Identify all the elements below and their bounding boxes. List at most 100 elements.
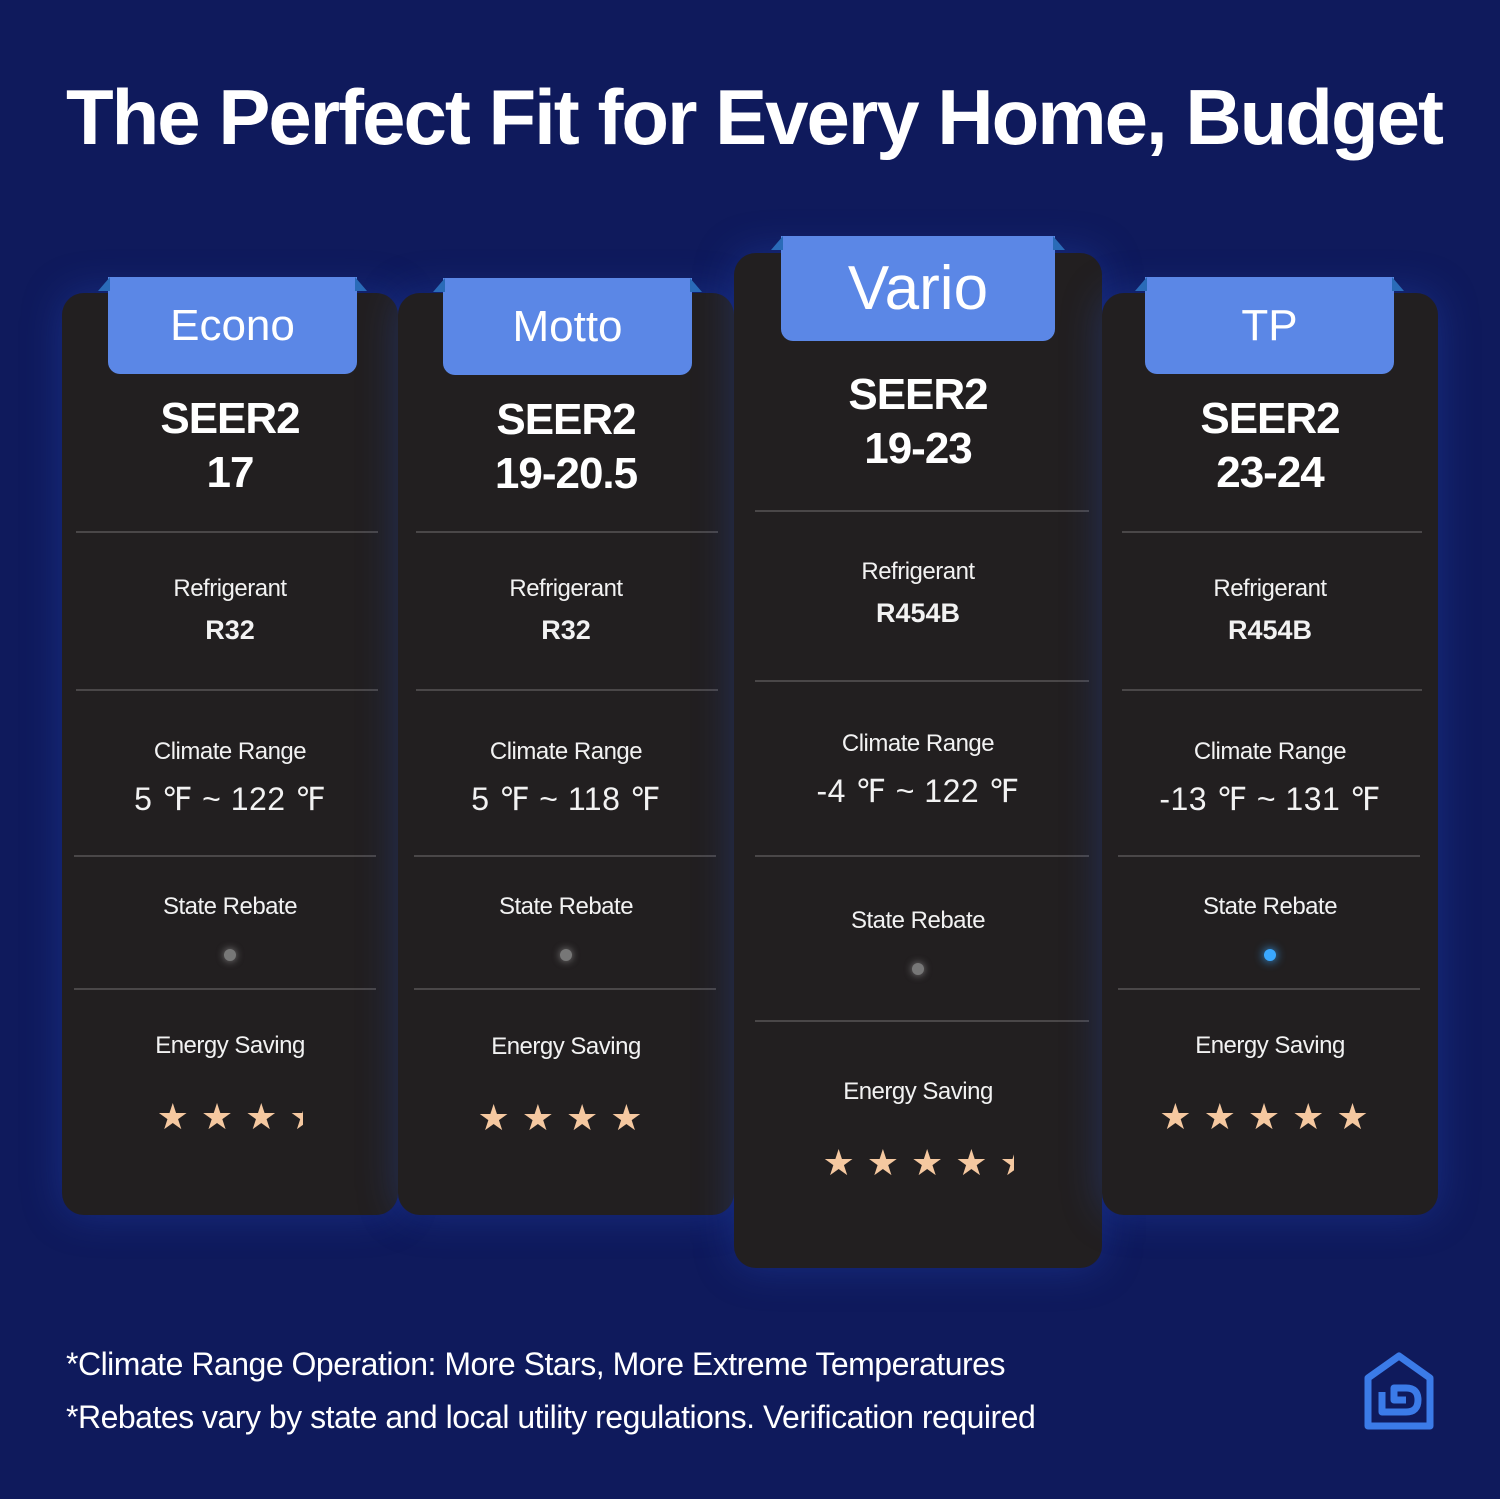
rebate-indicator-wrap bbox=[734, 935, 1102, 980]
row-divider bbox=[414, 988, 716, 990]
refrigerant-value: R32 bbox=[541, 615, 591, 645]
energy-saving-label: Energy Saving bbox=[491, 1033, 641, 1060]
rebate-available-dot bbox=[1264, 949, 1276, 961]
energy-saving-label: Energy Saving bbox=[1195, 1032, 1345, 1059]
climate-range-label: Climate Range bbox=[841, 730, 995, 757]
star-icon: ★ bbox=[866, 1142, 911, 1183]
star-icon: ★ bbox=[156, 1096, 201, 1137]
climate-range-label: Climate Range bbox=[153, 738, 307, 765]
state-rebate-cell: State Rebate bbox=[734, 907, 1102, 980]
state-rebate-label: State Rebate bbox=[498, 893, 634, 920]
star-icon: ★ bbox=[822, 1142, 867, 1183]
energy-saving-cell: Energy Saving ★★★★ bbox=[398, 1033, 734, 1139]
seer2-rating: SEER2 19-20.5 bbox=[398, 393, 734, 500]
star-icon: ★ bbox=[1292, 1096, 1337, 1137]
star-icon: ★ bbox=[911, 1142, 956, 1183]
rebate-indicator-wrap bbox=[1102, 921, 1438, 966]
refrigerant-label: Refrigerant bbox=[509, 575, 623, 602]
half-star-icon: ★ bbox=[1000, 1142, 1014, 1184]
climate-range-cell: Climate Range 5 ℉ ~ 122 ℉ bbox=[62, 738, 398, 818]
energy-star-rating: ★★★★★ bbox=[734, 1142, 1102, 1184]
row-divider bbox=[755, 855, 1089, 857]
row-divider bbox=[1118, 988, 1420, 990]
refrigerant-cell: Refrigerant R454B bbox=[734, 558, 1102, 629]
energy-saving-cell: Energy Saving★★★★★ bbox=[1102, 1032, 1438, 1138]
climate-range-cell: Climate Range -13 ℉ ~ 131 ℉ bbox=[1102, 738, 1438, 818]
seer2-label: SEER2 bbox=[848, 370, 988, 419]
product-name-tab: Motto bbox=[443, 278, 692, 375]
product-card-econo bbox=[62, 293, 398, 1215]
refrigerant-value: R454B bbox=[1227, 615, 1313, 645]
seer2-value: 23-24 bbox=[1216, 447, 1325, 497]
product-name-tab: Vario bbox=[781, 236, 1055, 341]
row-divider bbox=[74, 988, 376, 990]
seer2-label: SEER2 bbox=[496, 395, 636, 444]
row-divider bbox=[1122, 689, 1422, 691]
star-icon: ★ bbox=[1159, 1096, 1204, 1137]
half-star-icon: ★ bbox=[289, 1096, 303, 1138]
climate-range-value: 5 ℉ ~ 118 ℉ bbox=[471, 781, 661, 817]
energy-saving-label: Energy Saving bbox=[155, 1032, 305, 1059]
star-icon: ★ bbox=[1203, 1096, 1248, 1137]
star-icon: ★ bbox=[1336, 1096, 1381, 1137]
climate-range-cell: Climate Range -4 ℉ ~ 122 ℉ bbox=[734, 730, 1102, 810]
state-rebate-cell: State Rebate bbox=[1102, 893, 1438, 966]
product-name-tab: Econo bbox=[108, 277, 357, 374]
rebate-unavailable-dot bbox=[912, 963, 924, 975]
rebate-indicator-wrap bbox=[398, 921, 734, 966]
energy-saving-cell: Energy Saving★★★★ bbox=[62, 1032, 398, 1138]
energy-star-rating: ★★★★★ bbox=[1102, 1096, 1438, 1138]
refrigerant-label: Refrigerant bbox=[173, 575, 287, 602]
row-divider bbox=[755, 1020, 1089, 1022]
refrigerant-cell: Refrigerant R454B bbox=[1102, 575, 1438, 646]
page-title: The Perfect Fit for Every Home, Budget bbox=[66, 73, 1444, 161]
refrigerant-label: Refrigerant bbox=[861, 558, 975, 585]
climate-range-label: Climate Range bbox=[489, 738, 643, 765]
seer2-value: 19-20.5 bbox=[494, 448, 638, 498]
refrigerant-value: R32 bbox=[205, 615, 255, 645]
house-logo-icon bbox=[1364, 1352, 1434, 1430]
climate-range-value: -13 ℉ ~ 131 ℉ bbox=[1159, 781, 1381, 817]
rebate-unavailable-dot bbox=[560, 949, 572, 961]
refrigerant-label: Refrigerant bbox=[1213, 575, 1327, 602]
energy-star-rating: ★★★★ bbox=[62, 1096, 398, 1138]
state-rebate-label: State Rebate bbox=[1202, 893, 1338, 920]
rebate-unavailable-dot bbox=[224, 949, 236, 961]
footnotes: *Climate Range Operation: More Stars, Mo… bbox=[66, 1338, 1036, 1444]
seer2-label: SEER2 bbox=[1200, 394, 1340, 443]
product-card-tp bbox=[1102, 293, 1438, 1215]
seer2-rating: SEER2 19-23 bbox=[734, 368, 1102, 475]
row-divider bbox=[76, 531, 378, 533]
star-icon: ★ bbox=[521, 1097, 566, 1138]
star-icon: ★ bbox=[955, 1142, 1000, 1183]
footnote-climate: *Climate Range Operation: More Stars, Mo… bbox=[66, 1346, 1005, 1382]
star-icon: ★ bbox=[1247, 1096, 1293, 1137]
state-rebate-cell: State Rebate bbox=[398, 893, 734, 966]
row-divider bbox=[76, 689, 378, 691]
energy-saving-cell: Energy Saving★★★★★ bbox=[734, 1078, 1102, 1184]
star-icon: ★ bbox=[566, 1097, 611, 1138]
product-name-tab: TP bbox=[1145, 277, 1394, 374]
row-divider bbox=[755, 510, 1089, 512]
star-icon: ★ bbox=[200, 1096, 246, 1137]
product-card-motto bbox=[398, 293, 734, 1215]
seer2-rating: SEER2 17 bbox=[62, 392, 398, 499]
energy-star-rating: ★★★★ bbox=[398, 1097, 734, 1139]
footnote-rebate: *Rebates vary by state and local utility… bbox=[66, 1399, 1036, 1435]
refrigerant-value: R454B bbox=[875, 598, 961, 628]
rebate-indicator-wrap bbox=[62, 921, 398, 966]
row-divider bbox=[414, 855, 716, 857]
star-icon: ★ bbox=[477, 1097, 522, 1138]
refrigerant-cell: Refrigerant R32 bbox=[62, 575, 398, 646]
refrigerant-cell: Refrigerant R32 bbox=[398, 575, 734, 646]
climate-range-value: 5 ℉ ~ 122 ℉ bbox=[134, 781, 326, 817]
star-icon: ★ bbox=[245, 1096, 290, 1137]
climate-range-value: -4 ℉ ~ 122 ℉ bbox=[816, 773, 1020, 809]
climate-range-cell: Climate Range 5 ℉ ~ 118 ℉ bbox=[398, 738, 734, 818]
energy-saving-label: Energy Saving bbox=[843, 1078, 993, 1105]
product-card-vario bbox=[734, 253, 1102, 1268]
row-divider bbox=[1122, 531, 1422, 533]
state-rebate-label: State Rebate bbox=[162, 893, 298, 920]
row-divider bbox=[416, 531, 718, 533]
row-divider bbox=[74, 855, 376, 857]
